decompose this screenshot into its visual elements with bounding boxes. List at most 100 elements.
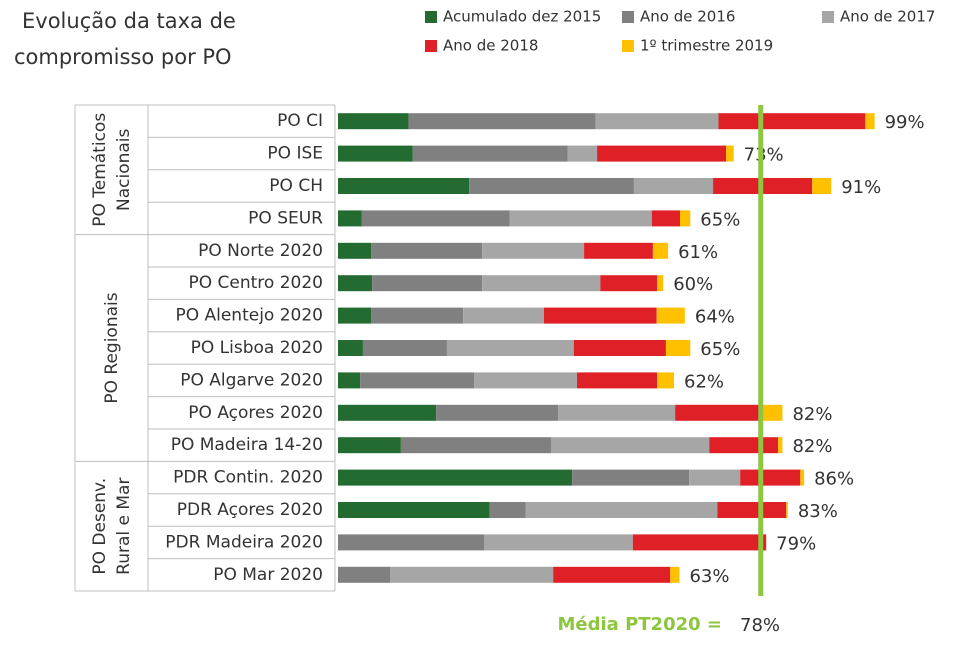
bar-segment <box>338 307 372 324</box>
category-label: PO Norte 2020 <box>198 241 323 261</box>
bar-segment <box>371 307 464 324</box>
bar-segment <box>573 340 666 356</box>
bar-segment <box>800 469 805 486</box>
bar-segment <box>740 469 801 486</box>
bar-segment <box>338 534 485 551</box>
category-label: PO CH <box>269 176 323 196</box>
bar-segment <box>632 534 767 551</box>
bar-segment <box>338 145 413 162</box>
total-label: 65% <box>700 209 740 230</box>
bar-segment <box>372 275 483 292</box>
legend-label: 1º trimestre 2019 <box>640 37 773 55</box>
bar-segment <box>567 145 598 162</box>
total-label: 60% <box>673 274 713 295</box>
total-label: 83% <box>798 501 838 522</box>
bar-segment <box>338 113 409 130</box>
bar-segment <box>338 178 470 194</box>
category-label: PO Madeira 14-20 <box>171 435 323 455</box>
bar-segment <box>726 145 734 162</box>
bar-segment <box>652 242 669 259</box>
bar-segment <box>408 113 596 130</box>
total-label: 61% <box>678 242 718 263</box>
bar-segment <box>778 437 783 454</box>
total-label: 91% <box>841 177 881 198</box>
legend-label: Acumulado dez 2015 <box>443 8 601 26</box>
bar-segment <box>675 404 763 421</box>
mean-label: Média PT2020 = <box>557 614 722 635</box>
bar-segment <box>709 437 779 454</box>
category-label: PDR Madeira 2020 <box>165 532 323 552</box>
legend-label: Ano de 2018 <box>443 37 538 55</box>
chart-title: Evolução da taxa de <box>22 9 236 33</box>
bar-segment <box>361 210 510 227</box>
group-label: PO Temáticos <box>90 113 110 227</box>
bar-segment <box>338 437 401 454</box>
bar-segment <box>484 534 633 551</box>
category-label: PO Lisboa 2020 <box>191 338 323 358</box>
bar-segment <box>812 178 832 194</box>
bar-segment <box>463 307 544 324</box>
bar-segment <box>360 372 475 389</box>
bar-segment <box>689 469 741 486</box>
bar-segment <box>338 242 372 259</box>
category-label: PO Alentejo 2020 <box>175 306 323 326</box>
bar-segment <box>762 404 783 421</box>
bar-segment <box>657 275 664 292</box>
legend-label: Ano de 2016 <box>640 8 735 26</box>
bar-segment <box>338 340 363 356</box>
bar-segment <box>553 566 671 583</box>
bar-segment <box>558 404 676 421</box>
total-label: 86% <box>814 469 854 490</box>
bar-segment <box>577 372 658 389</box>
bar-segment <box>338 502 490 518</box>
group-label: Rural e Mar <box>114 478 134 575</box>
total-label: 64% <box>695 307 735 328</box>
bar-segment <box>509 210 652 227</box>
bar-segment <box>665 340 691 356</box>
total-label: 65% <box>700 339 740 360</box>
bar-segment <box>525 502 718 518</box>
legend-swatch <box>822 11 834 23</box>
total-label: 79% <box>776 533 816 554</box>
bar-segment <box>551 437 710 454</box>
category-label: PO Mar 2020 <box>213 565 323 585</box>
bar-segment <box>489 502 526 518</box>
legend-swatch <box>425 40 437 52</box>
bar-segment <box>656 307 685 324</box>
group-label: PO Desenv. <box>90 478 110 575</box>
bar-segment <box>482 275 601 292</box>
legend-label: Ano de 2017 <box>840 8 935 26</box>
category-label: PO ISE <box>267 144 323 164</box>
bar-segment <box>338 372 361 389</box>
bar-segment <box>543 307 657 324</box>
bar-segment <box>400 437 552 454</box>
bar-segment <box>597 145 727 162</box>
category-label: PDR Contin. 2020 <box>173 468 323 488</box>
total-label: 82% <box>792 404 832 425</box>
total-label: 63% <box>689 566 729 587</box>
bar-segment <box>338 566 391 583</box>
bar-segment <box>474 372 578 389</box>
bar-segment <box>362 340 447 356</box>
category-label: PO SEUR <box>248 208 323 228</box>
category-label: PO Centro 2020 <box>189 273 324 293</box>
group-label: Nacionais <box>114 128 134 211</box>
category-label: PO Açores 2020 <box>188 403 323 423</box>
bar-segment <box>436 404 559 421</box>
bar-segment <box>595 113 719 130</box>
legend-swatch <box>622 40 634 52</box>
category-label: PDR Açores 2020 <box>177 500 323 520</box>
category-label: PO Algarve 2020 <box>180 370 323 390</box>
bar-segment <box>600 275 658 292</box>
bar-segment <box>371 242 483 259</box>
bar-segment <box>651 210 681 227</box>
bar-segment <box>446 340 574 356</box>
bar-segment <box>657 372 675 389</box>
bar-segment <box>338 469 573 486</box>
group-label: PO Regionais <box>102 292 122 403</box>
bar-segment <box>338 404 437 421</box>
total-label: 73% <box>744 145 784 166</box>
bar-segment <box>338 275 373 292</box>
bar-segment <box>482 242 585 259</box>
bar-segment <box>865 113 875 130</box>
